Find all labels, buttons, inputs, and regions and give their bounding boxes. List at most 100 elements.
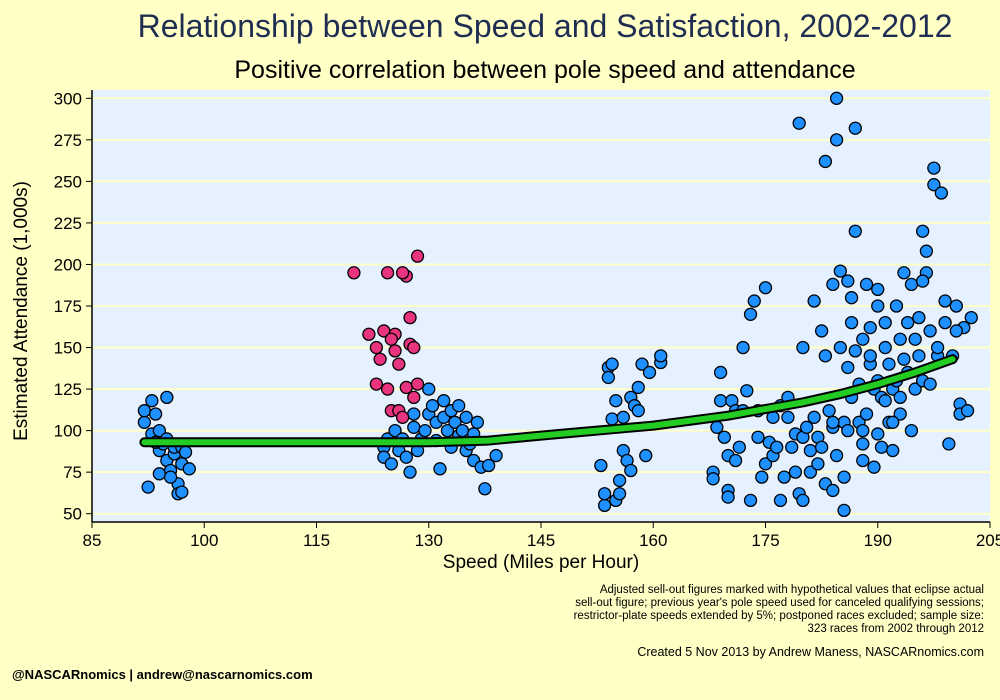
adjusted-data-point	[347, 266, 361, 280]
data-point	[740, 384, 754, 398]
data-point	[938, 315, 952, 330]
data-point	[923, 324, 937, 338]
data-point	[452, 399, 466, 413]
data-point	[642, 365, 657, 380]
x-tick-label: 115	[303, 531, 330, 550]
data-point	[422, 382, 436, 396]
data-point	[912, 310, 926, 325]
data-point	[758, 281, 773, 295]
data-point	[743, 307, 758, 321]
adjusted-data-point	[410, 377, 425, 391]
data-point	[597, 487, 612, 501]
data-point	[736, 340, 750, 355]
data-point	[178, 445, 193, 459]
adjusted-data-point	[373, 352, 387, 366]
x-tick-label: 85	[83, 531, 102, 550]
adjusted-data-point	[362, 327, 376, 341]
trend-line	[141, 356, 956, 446]
data-point	[856, 453, 870, 468]
data-point	[728, 453, 743, 468]
chart-subtitle: Positive correlation between pole speed …	[234, 56, 856, 84]
x-tick-label: 205	[976, 531, 1000, 550]
adjusted-data-point	[380, 382, 395, 396]
data-point	[440, 423, 455, 438]
data-point	[773, 493, 788, 508]
y-tick-label: 150	[54, 339, 82, 358]
data-point	[755, 470, 769, 484]
y-tick-label: 225	[54, 214, 82, 233]
data-point	[949, 324, 963, 338]
data-point	[848, 224, 862, 238]
y-tick-label: 100	[54, 422, 82, 441]
data-point	[800, 420, 814, 434]
data-point	[163, 470, 178, 484]
footnote: Adjusted sell-out figures marked with hy…	[464, 584, 984, 636]
y-axis-label: Estimated Attendance (1,000s)	[11, 181, 32, 441]
data-point	[897, 352, 911, 366]
data-point	[930, 340, 945, 355]
data-point	[908, 332, 922, 346]
footnote-line: 323 races from 2002 through 2012	[807, 623, 984, 635]
x-tick-label: 130	[415, 531, 443, 550]
data-point	[826, 277, 840, 292]
adjusted-data-point	[403, 310, 417, 325]
data-point	[901, 315, 915, 330]
data-point	[886, 443, 900, 458]
data-point	[916, 224, 930, 238]
data-point	[732, 440, 746, 454]
data-point	[770, 440, 784, 454]
data-point	[818, 349, 833, 363]
data-point	[829, 91, 844, 105]
data-point	[777, 470, 791, 484]
data-point	[407, 420, 421, 434]
data-point	[407, 407, 421, 421]
data-point	[481, 458, 496, 473]
data-point	[886, 415, 900, 429]
y-tick-label: 300	[54, 89, 82, 108]
data-point	[437, 394, 451, 408]
data-point	[635, 357, 649, 371]
data-point	[837, 470, 851, 484]
data-point	[758, 457, 773, 471]
data-point	[601, 370, 615, 385]
data-point	[871, 427, 885, 441]
data-point	[612, 487, 627, 501]
data-point	[829, 448, 844, 463]
data-point	[856, 332, 870, 346]
data-point	[609, 394, 623, 408]
data-point	[889, 299, 904, 313]
y-tick-label: 75	[63, 463, 82, 482]
data-point	[807, 410, 821, 424]
data-point	[470, 415, 485, 429]
data-point	[856, 437, 870, 451]
data-point	[399, 450, 413, 464]
data-point	[624, 463, 638, 478]
data-point	[425, 399, 440, 413]
adjusted-data-point	[388, 344, 402, 358]
data-point	[388, 423, 402, 438]
data-point	[743, 493, 758, 508]
data-point	[137, 415, 152, 429]
data-point	[874, 440, 889, 454]
data-point	[848, 344, 862, 358]
data-point	[796, 493, 810, 508]
data-point	[908, 382, 922, 396]
data-point	[844, 291, 859, 305]
y-tick-label: 50	[63, 505, 82, 524]
data-point	[837, 503, 851, 518]
data-point	[822, 404, 836, 418]
data-point	[916, 274, 930, 288]
data-point	[796, 340, 810, 355]
data-point	[863, 349, 877, 363]
data-point	[923, 377, 937, 391]
data-point	[152, 467, 167, 481]
data-point	[605, 412, 619, 426]
data-point	[713, 394, 728, 408]
data-point	[878, 394, 892, 408]
author-handle: @NASCARnomics | andrew@nascarnomics.com	[12, 667, 313, 682]
data-point	[594, 458, 608, 473]
data-point	[934, 186, 949, 200]
data-point	[433, 462, 447, 476]
credit-line: Created 5 Nov 2013 by Andrew Maness, NAS…	[637, 645, 984, 659]
x-tick-label: 160	[639, 531, 667, 550]
